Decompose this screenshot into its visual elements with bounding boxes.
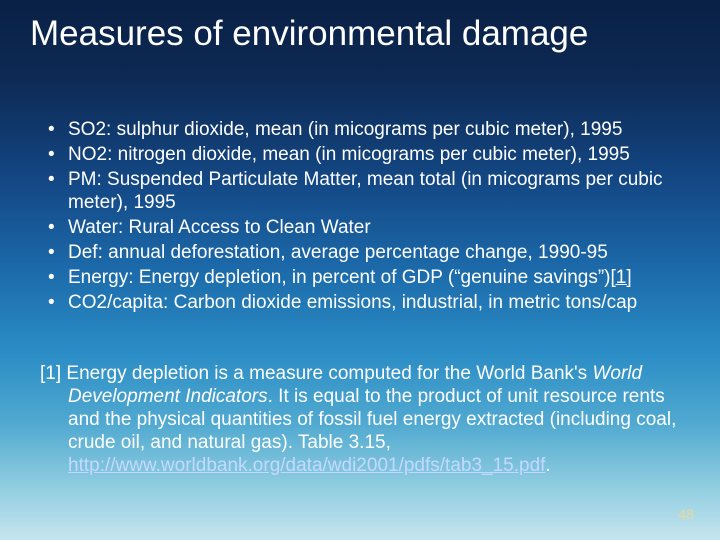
- list-item: Energy: Energy depletion, in percent of …: [40, 266, 690, 289]
- list-item: Water: Rural Access to Clean Water: [40, 216, 690, 239]
- list-item: SO2: sulphur dioxide, mean (in micograms…: [40, 118, 690, 141]
- footnote-text: Energy depletion is a measure computed f…: [66, 363, 592, 384]
- footnote-marker: [1]: [40, 363, 66, 384]
- bullet-list: SO2: sulphur dioxide, mean (in micograms…: [40, 118, 690, 316]
- list-item: NO2: nitrogen dioxide, mean (in micogram…: [40, 143, 690, 166]
- footnote-url-link[interactable]: http://www.worldbank.org/data/wdi2001/pd…: [68, 455, 545, 476]
- footnote: [1] Energy depletion is a measure comput…: [40, 362, 690, 477]
- footnote-ref-link[interactable]: [1]: [611, 267, 632, 288]
- list-item: PM: Suspended Particulate Matter, mean t…: [40, 168, 690, 214]
- page-number: 48: [678, 506, 694, 522]
- slide: Measures of environmental damage SO2: su…: [0, 0, 720, 540]
- list-item: Def: annual deforestation, average perce…: [40, 241, 690, 264]
- list-item: CO2/capita: Carbon dioxide emissions, in…: [40, 291, 690, 314]
- slide-title: Measures of environmental damage: [30, 14, 700, 54]
- footnote-text: .: [545, 455, 550, 476]
